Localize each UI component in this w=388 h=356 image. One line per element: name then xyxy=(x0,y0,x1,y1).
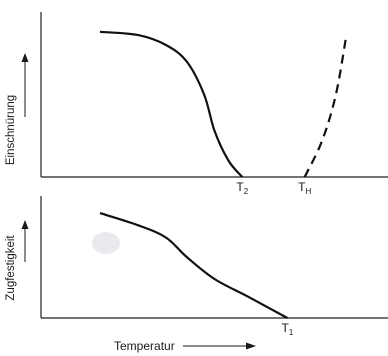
x-axis-label: Temperatur xyxy=(114,339,175,353)
bottom-y-axis-label: Zugfestigkeit xyxy=(5,235,17,301)
tick-label-t2: T2 xyxy=(236,180,248,196)
top-y-arrow-head xyxy=(21,53,29,62)
tick-label-th-base: T xyxy=(298,180,306,194)
chart-bottom: T1 Zugfestigkeit Temperatur xyxy=(5,196,388,353)
tick-label-t1: T1 xyxy=(282,321,294,337)
bottom-y-arrow-head xyxy=(21,220,29,229)
chart-top: T2 TH Einschnürung xyxy=(5,12,388,196)
tick-label-t1-sub: 1 xyxy=(289,328,294,337)
top-y-axis-label: Einschnürung xyxy=(5,95,17,165)
series-line-reduction-of-area xyxy=(99,30,244,178)
tick-label-t2-base: T xyxy=(236,180,244,194)
series-line-reduction-of-area-rise xyxy=(303,34,348,178)
series-line-tensile-strength xyxy=(99,212,288,319)
tick-label-t1-base: T xyxy=(282,321,290,335)
x-arrow-head xyxy=(246,342,256,350)
scan-smudge xyxy=(92,232,120,254)
tick-label-t2-sub: 2 xyxy=(244,187,249,196)
tick-label-th-sub: H xyxy=(305,187,311,196)
tick-label-th: TH xyxy=(298,180,311,196)
